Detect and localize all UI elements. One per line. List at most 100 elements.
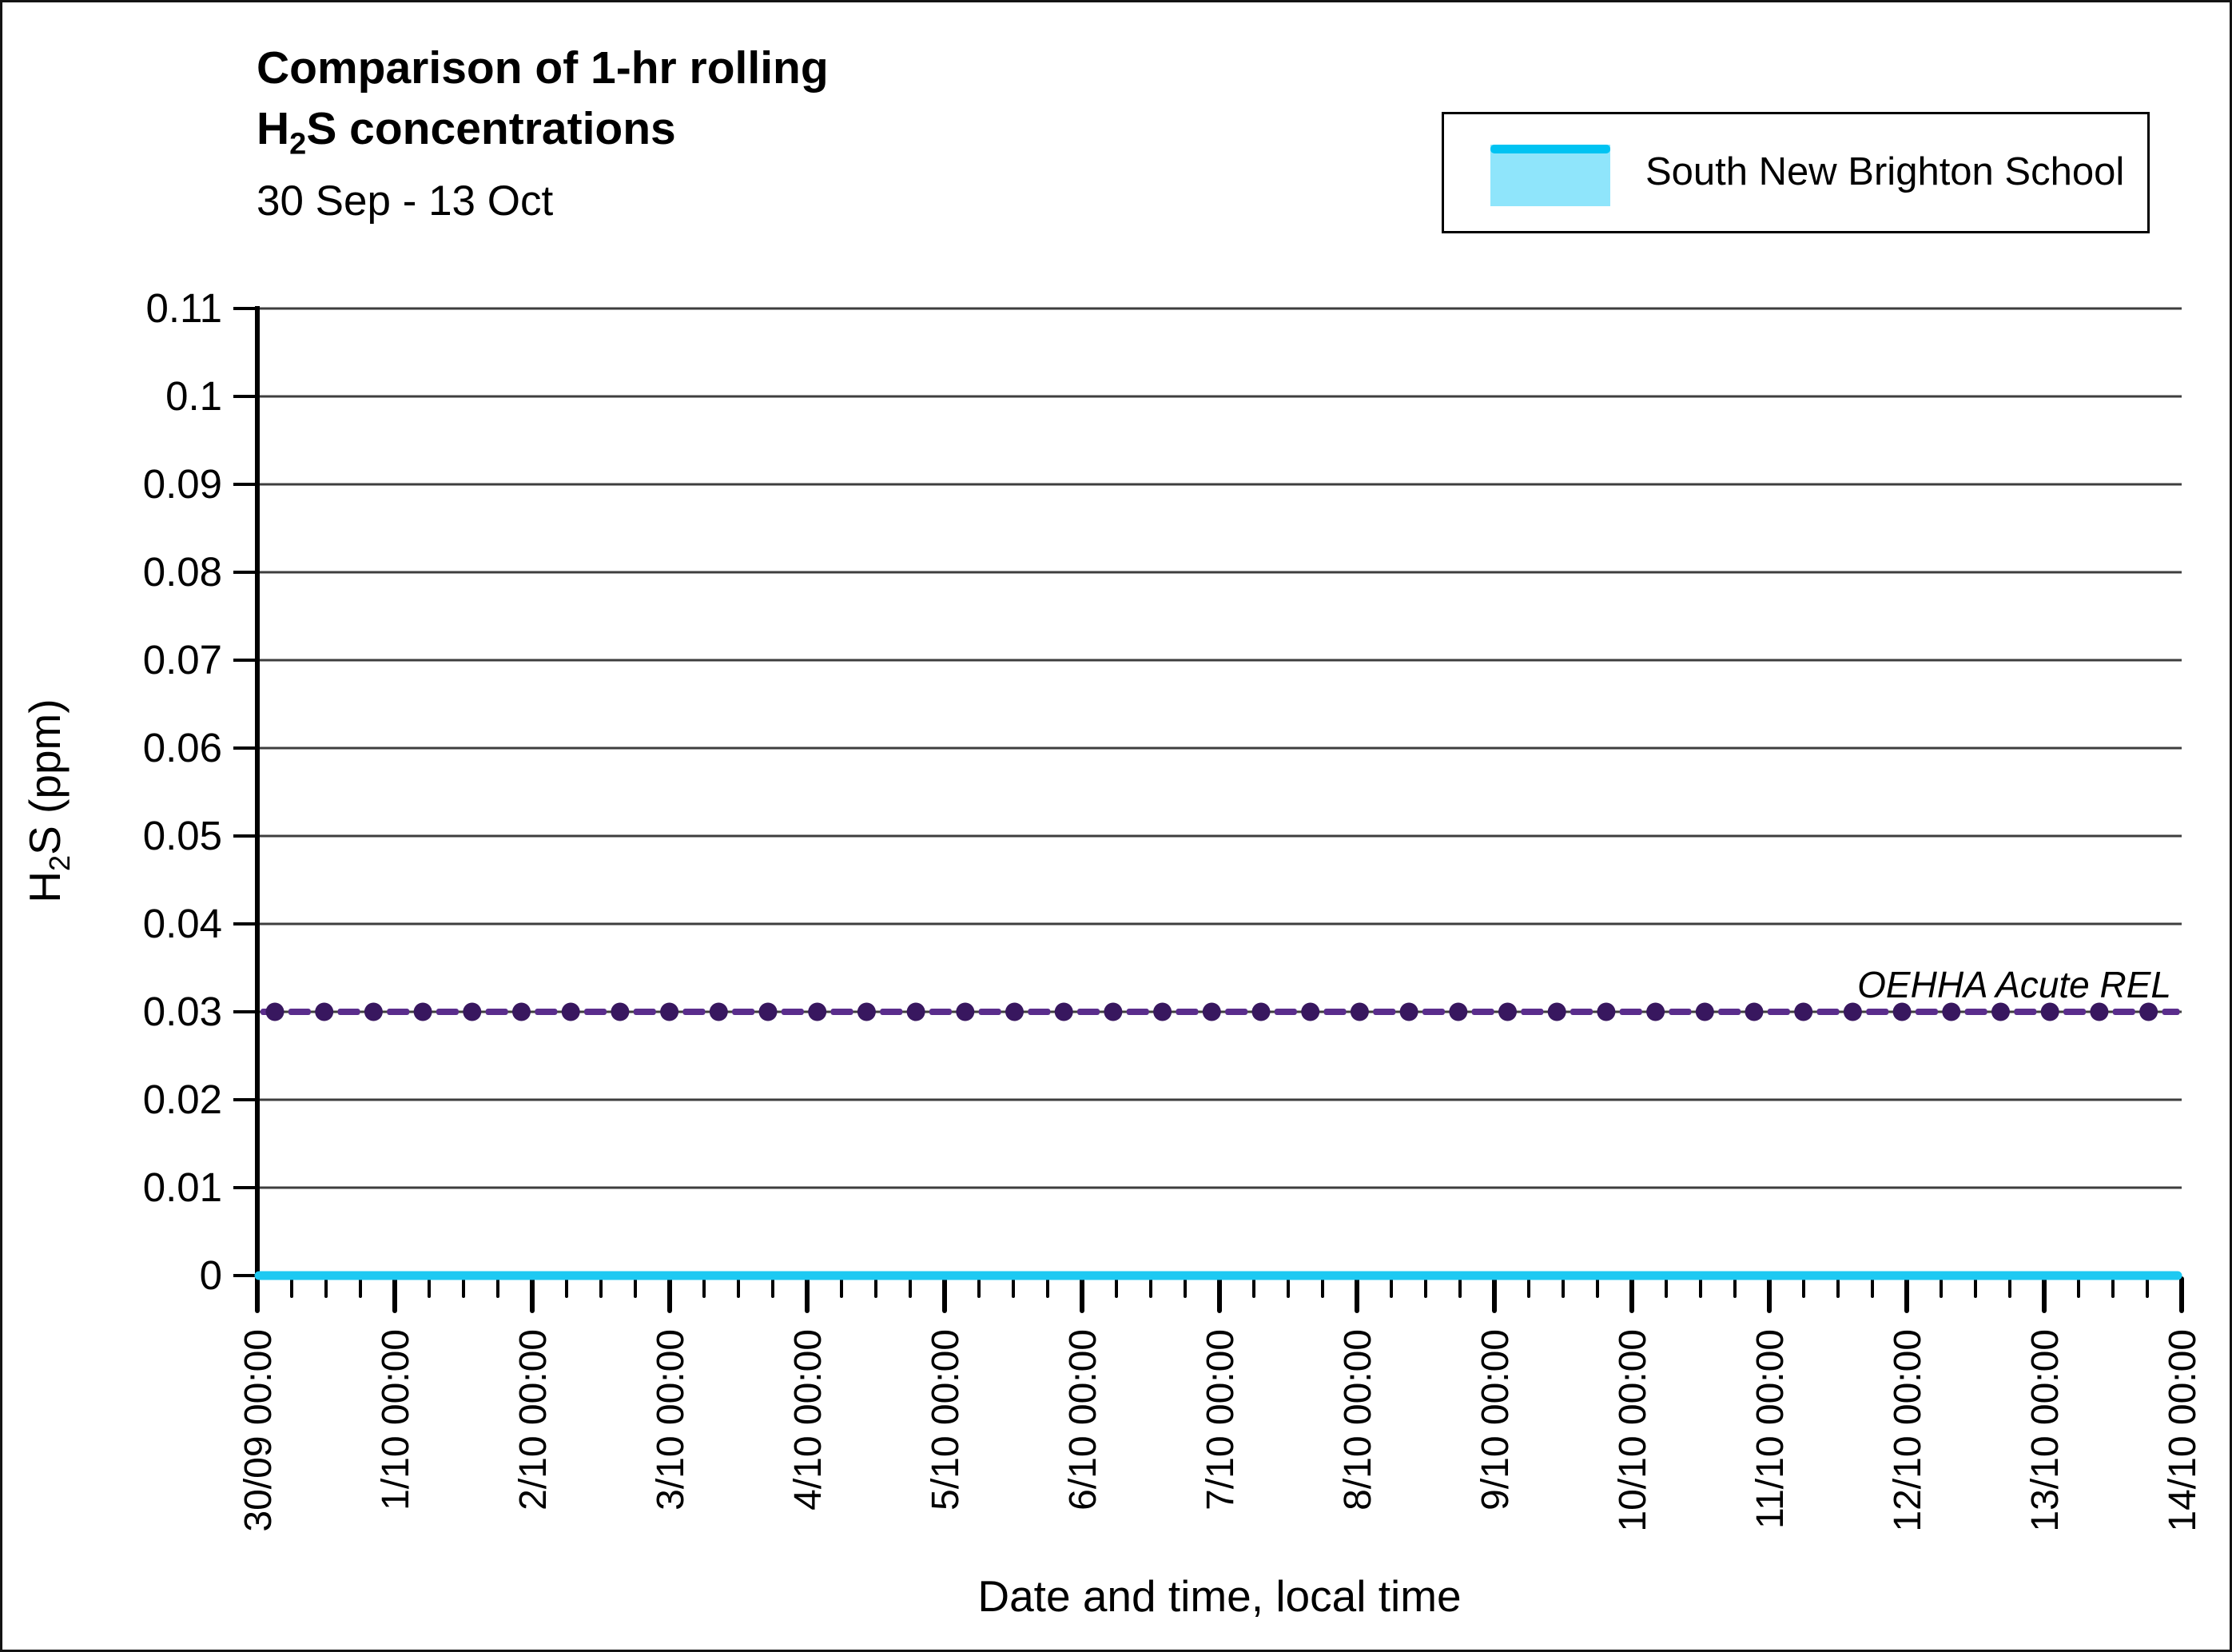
- legend-swatch-area-icon: [1490, 145, 1610, 206]
- rel-dot: [1005, 1002, 1024, 1021]
- rel-dash: [1077, 1009, 1100, 1015]
- x-tick-label-4: 4/10 00:00: [787, 1329, 830, 1511]
- x-tick-label-2: 2/10 00:00: [512, 1329, 555, 1511]
- rel-dot: [1153, 1002, 1172, 1021]
- y-tick-label-0.07: 0.07: [143, 637, 222, 683]
- rel-dot: [660, 1002, 679, 1021]
- rel-dot: [1449, 1002, 1468, 1021]
- rel-dot: [1843, 1002, 1862, 1021]
- rel-dash: [1323, 1009, 1347, 1015]
- rel-dot: [561, 1002, 580, 1021]
- rel-dot: [2139, 1002, 2158, 1021]
- x-tick-label-0: 30/09 00:00: [237, 1329, 280, 1532]
- y-tick-label-0.06: 0.06: [143, 725, 222, 770]
- rel-dash: [978, 1009, 1001, 1015]
- rel-dash: [387, 1009, 410, 1015]
- rel-dash: [2162, 1009, 2180, 1015]
- rel-dot: [1498, 1002, 1517, 1021]
- rel-dot: [1301, 1002, 1320, 1021]
- chart-title: Comparison of 1-hr rolling H2S concentra…: [257, 38, 829, 174]
- rel-dash: [929, 1009, 952, 1015]
- rel-dash: [1126, 1009, 1149, 1015]
- rel-dot: [1794, 1002, 1813, 1021]
- x-tick-label-1: 1/10 00:00: [375, 1329, 417, 1511]
- x-tick-label-10: 10/10 00:00: [1612, 1329, 1654, 1532]
- rel-dash: [880, 1009, 903, 1015]
- rel-dot: [1991, 1002, 2010, 1021]
- y-tick-label-0.01: 0.01: [143, 1164, 222, 1210]
- rel-dash: [1767, 1009, 1790, 1015]
- rel-dash: [732, 1009, 755, 1015]
- x-tick-label-3: 3/10 00:00: [650, 1329, 692, 1511]
- rel-dash: [1422, 1009, 1445, 1015]
- rel-dot: [956, 1002, 975, 1021]
- legend-swatch-line: [1490, 145, 1610, 153]
- rel-dot: [1695, 1002, 1714, 1021]
- x-tick-label-11: 11/10 00:00: [1749, 1329, 1792, 1529]
- rel-dash: [1915, 1009, 1938, 1015]
- x-tick-label-13: 13/10 00:00: [2024, 1329, 2067, 1532]
- rel-dot: [1646, 1002, 1665, 1021]
- y-tick-label-0.09: 0.09: [143, 461, 222, 507]
- rel-dash: [2063, 1009, 2087, 1015]
- rel-dash: [1274, 1009, 1297, 1015]
- rel-dot: [1104, 1002, 1123, 1021]
- y-tick-label-0.05: 0.05: [143, 813, 222, 858]
- rel-dot: [1745, 1002, 1764, 1021]
- rel-dot: [857, 1002, 876, 1021]
- rel-dash: [1669, 1009, 1692, 1015]
- rel-dash: [337, 1009, 360, 1015]
- rel-dash: [682, 1009, 706, 1015]
- rel-dot: [1251, 1002, 1271, 1021]
- rel-dot: [1350, 1002, 1369, 1021]
- y-tick-label-0.03: 0.03: [143, 989, 222, 1034]
- y-axis-title: H2S (ppm): [20, 699, 76, 903]
- rel-dot: [1597, 1002, 1616, 1021]
- rel-dot: [2090, 1002, 2109, 1021]
- x-axis-title: Date and time, local time: [977, 1571, 1462, 1621]
- rel-dot: [1202, 1002, 1221, 1021]
- rel-dot: [315, 1002, 334, 1021]
- rel-dash: [288, 1009, 311, 1015]
- rel-dash: [1816, 1009, 1840, 1015]
- chart-title-line2: H2S concentrations: [257, 103, 676, 161]
- rel-dot: [1399, 1002, 1418, 1021]
- rel-dot: [709, 1002, 728, 1021]
- x-tick-label-14: 14/10 00:00: [2162, 1329, 2204, 1532]
- rel-dot: [1892, 1002, 1912, 1021]
- y-tick-label-0.08: 0.08: [143, 549, 222, 595]
- rel-dot: [512, 1002, 531, 1021]
- rel-dash: [781, 1009, 804, 1015]
- rel-dash: [2112, 1009, 2135, 1015]
- rel-dot: [906, 1002, 925, 1021]
- y-tick-label-0.1: 0.1: [165, 373, 222, 419]
- legend-swatch-fill: [1490, 145, 1610, 206]
- rel-dash: [584, 1009, 607, 1015]
- rel-dash: [1619, 1009, 1642, 1015]
- rel-dot: [364, 1002, 383, 1021]
- rel-dash: [1718, 1009, 1741, 1015]
- rel-dot: [611, 1002, 630, 1021]
- rel-dash: [1225, 1009, 1248, 1015]
- rel-dash: [1521, 1009, 1544, 1015]
- rel-dash: [830, 1009, 853, 1015]
- rel-dot: [463, 1002, 482, 1021]
- y-tick-label-0.04: 0.04: [143, 901, 222, 946]
- x-tick-label-6: 6/10 00:00: [1062, 1329, 1104, 1511]
- legend-label: South New Brighton School: [1645, 149, 2125, 193]
- chart-title-line1: Comparison of 1-hr rolling: [257, 42, 829, 94]
- x-tick-label-8: 8/10 00:00: [1337, 1329, 1379, 1511]
- rel-dot: [2040, 1002, 2059, 1021]
- rel-dot: [1054, 1002, 1073, 1021]
- rel-dash: [2014, 1009, 2037, 1015]
- rel-dot: [413, 1002, 432, 1021]
- rel-dash: [633, 1009, 656, 1015]
- rel-dash: [436, 1009, 459, 1015]
- rel-dot: [1942, 1002, 1961, 1021]
- x-tick-label-5: 5/10 00:00: [925, 1329, 967, 1511]
- rel-dash: [1964, 1009, 1987, 1015]
- rel-dash: [485, 1009, 508, 1015]
- rel-dash: [1373, 1009, 1396, 1015]
- x-tick-label-12: 12/10 00:00: [1887, 1329, 1929, 1532]
